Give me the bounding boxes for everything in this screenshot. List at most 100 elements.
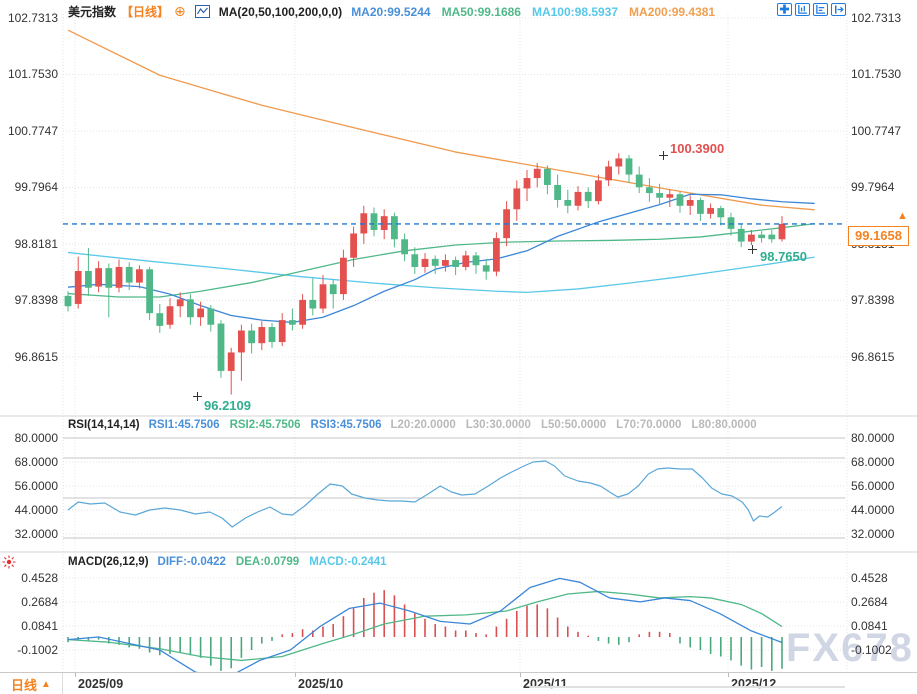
rsi-line	[67, 460, 783, 528]
month-tick	[728, 673, 729, 677]
move-crosshair-icon[interactable]	[777, 3, 792, 16]
rsi-axis-label-left: 68.0000	[14, 455, 58, 469]
indicator-value: MA50:99.1686	[441, 4, 521, 19]
month-label: 2025/11	[523, 677, 568, 691]
candle-body	[74, 271, 82, 304]
period-arrow-icon: ▲	[41, 678, 51, 690]
indicator-value: MA20:99.5244	[351, 4, 431, 19]
rsi-axis-label-left: 44.0000	[14, 503, 58, 517]
rsi-axis-label-right: 56.0000	[851, 479, 895, 493]
candle-body	[666, 194, 674, 198]
candle-body	[646, 187, 653, 194]
candle-body	[340, 257, 347, 295]
candle-body	[533, 168, 541, 179]
candle-body	[289, 320, 296, 325]
candle-body	[625, 158, 633, 175]
candle-body	[64, 295, 72, 307]
price-axis-label-left: 96.8615	[14, 349, 58, 364]
indicator-value: RSI3:45.7506	[310, 419, 382, 431]
rsi-levels: L20:20.0000 L30:30.0000 L50:50.0000 L70:70.…	[391, 419, 757, 431]
candle-body	[85, 271, 92, 288]
candle-body	[95, 268, 102, 287]
candle-body	[615, 158, 623, 167]
macd-axis-label-left: 0.2684	[21, 595, 58, 610]
candle-body	[513, 188, 521, 210]
zoom-y-axis-icon[interactable]	[795, 3, 810, 16]
macd-header: MACD(26,12,9) DIFF:-0.0422 DEA:0.0799 MACD…	[68, 556, 387, 568]
add-indicator-icon[interactable]: ⊕	[174, 3, 186, 19]
candle-body	[268, 327, 276, 343]
price-axis-label-left: 98.8181	[14, 236, 58, 251]
current-price-box: 99.1658	[848, 225, 909, 246]
macd-axis-label-left: -0.1002	[17, 643, 58, 658]
candle-body	[697, 199, 704, 214]
candle-body	[442, 260, 449, 266]
candle-body	[411, 254, 419, 267]
rsi-level-label: L20:20.0000	[390, 419, 456, 431]
indicator-value: DIFF:-0.0422	[157, 556, 226, 568]
candle-body	[319, 284, 327, 309]
rsi-values: RSI1:45.7506 RSI2:45.7506 RSI3:45.7506	[149, 419, 382, 431]
candle-body	[554, 184, 561, 200]
candle-body	[656, 193, 663, 198]
price-axis-label-right: 100.7747	[851, 123, 902, 138]
price-axis-label-left: 100.7747	[7, 123, 58, 138]
ma-settings-label: MA(20,50,100,200,0,0)	[218, 4, 343, 19]
macd-axis-label-right: 0.2684	[851, 595, 888, 610]
dea-line	[67, 590, 783, 662]
pan-right-icon[interactable]	[831, 3, 846, 16]
candle-body	[758, 234, 765, 239]
candle-body	[207, 308, 215, 325]
candle-body	[707, 208, 714, 214]
low-price-label: 96.2109	[204, 397, 251, 413]
chart-type-icon[interactable]	[194, 5, 210, 18]
rsi-axis-label-right: 44.0000	[851, 503, 895, 517]
zoom-x-axis-icon[interactable]	[813, 3, 828, 16]
candle-body	[717, 208, 725, 218]
candle-body	[350, 233, 357, 258]
candle-body	[482, 265, 490, 272]
candle-body	[370, 213, 378, 231]
period-selector[interactable]: 日线 ▲	[0, 673, 63, 694]
month-tick	[75, 673, 76, 677]
candle-body	[472, 255, 480, 266]
month-tick	[295, 673, 296, 677]
indicator-value: RSI1:45.7506	[148, 419, 220, 431]
alert-sun-icon[interactable]	[2, 555, 16, 574]
candle-body	[462, 255, 470, 267]
candle-body	[452, 260, 459, 267]
indicator-value: RSI2:45.7506	[229, 419, 301, 431]
rsi-header: RSI(14,14,14) RSI1:45.7506 RSI2:45.7506 RS…	[68, 419, 757, 431]
candle-body	[278, 320, 286, 343]
period-label: 日线	[11, 677, 38, 693]
recent-low-cross-marker	[748, 245, 757, 255]
rsi-title: RSI(14,14,14)	[68, 419, 140, 431]
candle-body	[544, 168, 551, 185]
month-tick	[520, 673, 521, 677]
candle-body	[493, 238, 500, 272]
scrollbar-thumb[interactable]	[530, 686, 845, 688]
rsi-axis-label-left: 32.0000	[14, 527, 58, 541]
chart-toolbar	[777, 3, 846, 16]
period-badge[interactable]: 【日线】	[121, 5, 170, 19]
price-axis-label-right: 102.7313	[851, 11, 902, 25]
candle-body	[238, 330, 245, 353]
macd-axis-label-left: 0.0841	[21, 619, 58, 634]
watermark: FX678	[786, 626, 914, 670]
candle-body	[136, 269, 143, 283]
candle-body	[431, 258, 439, 266]
rsi-axis-label-right: 32.0000	[851, 527, 895, 541]
peak-price-label: 100.3900	[670, 141, 725, 157]
candle-body	[401, 239, 408, 255]
candle-body	[574, 191, 582, 206]
candle-body	[299, 299, 306, 325]
candle-body	[564, 199, 572, 206]
ma100-line	[67, 251, 815, 294]
rsi-level-label: L30:30.0000	[465, 419, 531, 431]
candle-body	[748, 234, 755, 242]
price-axis-label-left: 99.7964	[14, 180, 58, 195]
xaxis-bar: 日线 ▲ 2025/09 2025/10 2025/11 2025/12	[0, 672, 917, 694]
candle-body	[380, 216, 388, 231]
